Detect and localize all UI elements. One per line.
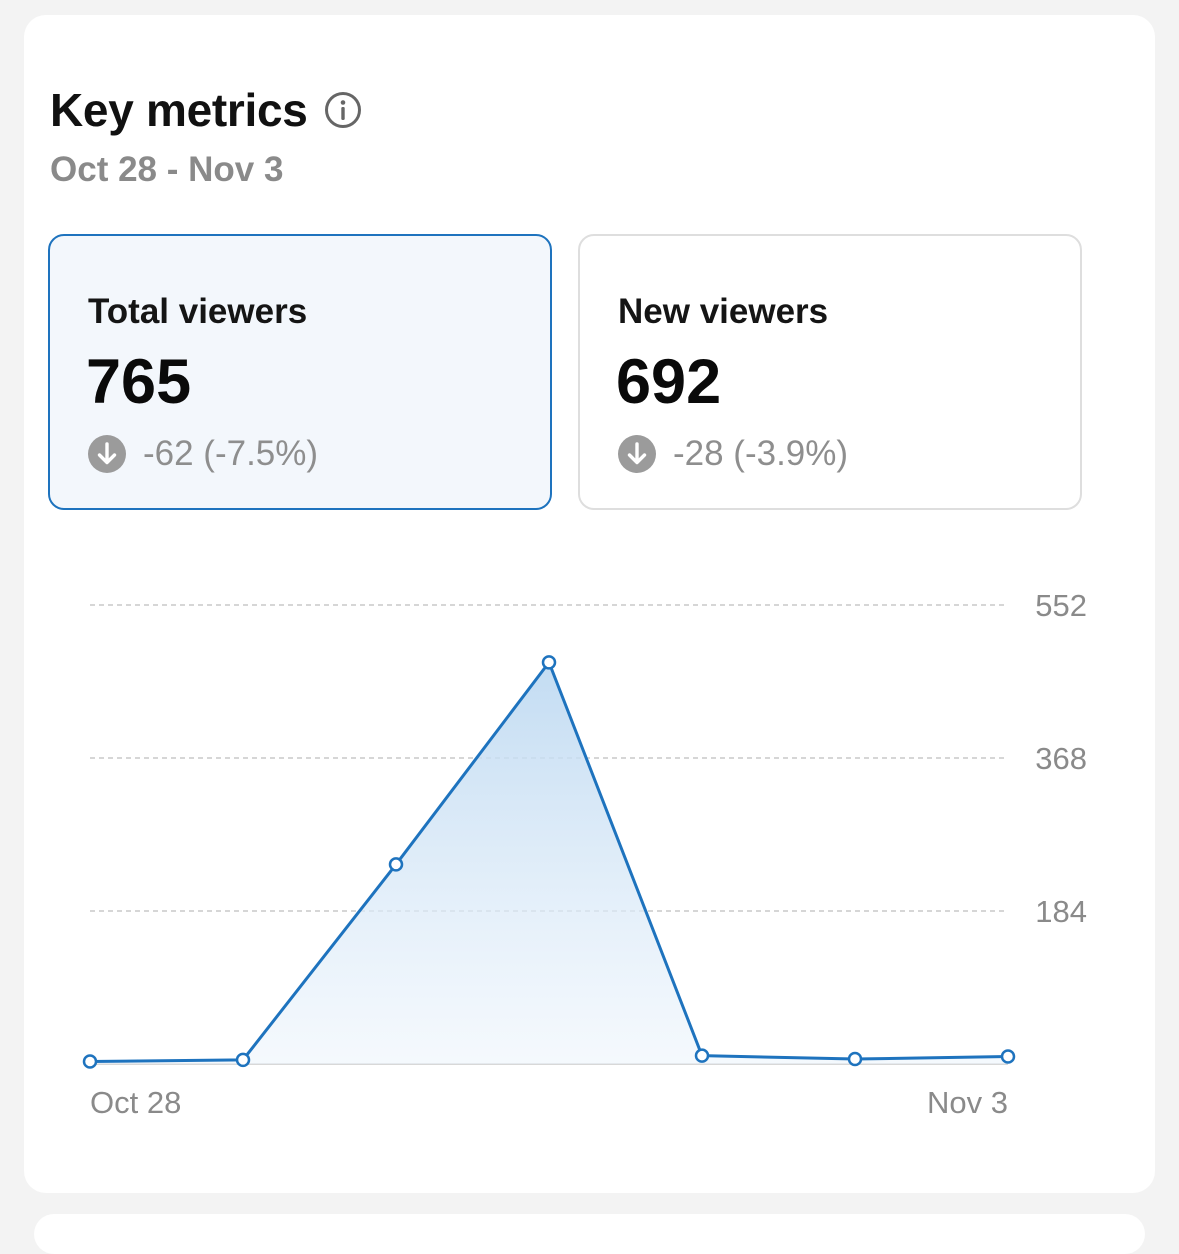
metric-change: -28 (-3.9%) — [618, 434, 848, 474]
metric-value: 692 — [616, 347, 722, 417]
arrow-down-circle-icon — [618, 435, 656, 473]
change-value: -62 (-7.5%) — [143, 434, 319, 473]
date-range: Oct 28 - Nov 3 — [50, 150, 284, 189]
info-icon[interactable] — [324, 91, 362, 129]
metric-change: -62 (-7.5%) — [88, 434, 318, 474]
metric-value: 765 — [86, 347, 192, 417]
metric-label: Total viewers — [88, 292, 308, 331]
metric-card-total-viewers[interactable]: Total viewers 765 -62 (-7.5%) — [48, 234, 552, 510]
arrow-down-circle-icon — [88, 435, 126, 473]
metric-label: New viewers — [618, 292, 829, 331]
next-card — [34, 1214, 1145, 1254]
metric-card-new-viewers[interactable]: New viewers 692 -28 (-3.9%) — [578, 234, 1082, 510]
key-metrics-card — [24, 15, 1155, 1193]
title-row: Key metrics — [50, 82, 362, 138]
page-title: Key metrics — [50, 84, 308, 136]
change-value: -28 (-3.9%) — [673, 434, 849, 473]
